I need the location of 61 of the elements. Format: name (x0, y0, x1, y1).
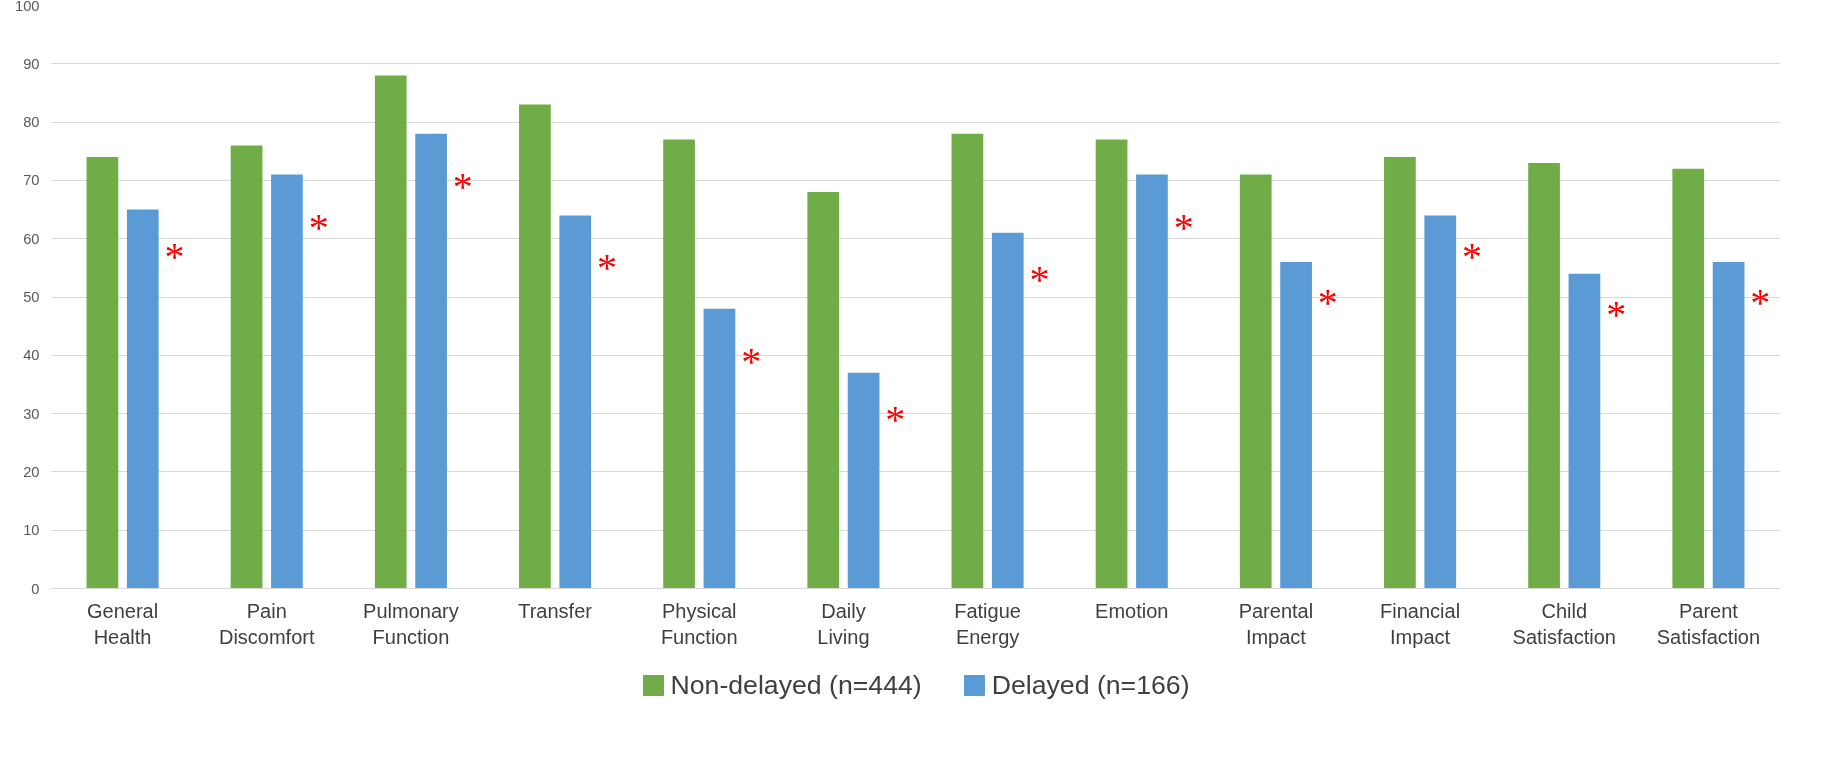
legend-label: Delayed (n=166) (991, 669, 1190, 701)
bar (559, 215, 592, 589)
bar (1424, 215, 1457, 589)
bar (1384, 157, 1416, 589)
annotation: * (1750, 280, 1771, 326)
bar (1568, 273, 1601, 589)
bar (1136, 174, 1168, 589)
bar (415, 133, 447, 589)
bar (86, 157, 119, 589)
x-tick-label: Parent Satisfaction (1656, 599, 1761, 648)
bar (126, 209, 159, 589)
bar (1239, 174, 1272, 589)
annotation: * (1317, 280, 1338, 326)
bar (230, 145, 263, 589)
bar (991, 232, 1024, 589)
x-tick-label: Pain Discomfort (218, 599, 315, 648)
y-tick-label: 10 (23, 522, 40, 539)
annotation: * (1029, 257, 1050, 303)
bar (1095, 139, 1128, 589)
bar (663, 139, 695, 589)
y-tick-label: 50 (23, 289, 40, 305)
x-tick-label: Financial Impact (1380, 599, 1461, 648)
bar (951, 133, 984, 589)
annotation: * (596, 245, 617, 291)
y-tick-label: 60 (23, 230, 40, 247)
bar (807, 192, 840, 589)
bar (1280, 262, 1312, 589)
y-tick-label: 20 (23, 463, 40, 480)
bar (519, 104, 551, 589)
bar (271, 174, 303, 589)
annotation: * (308, 204, 329, 250)
annotation: * (1173, 204, 1194, 250)
y-tick-label: 30 (23, 405, 40, 422)
x-tick-label: Physical Function (660, 599, 738, 648)
bar (1712, 262, 1745, 589)
annotation: * (452, 163, 473, 209)
y-tick-label: 40 (23, 347, 40, 364)
y-tick-label: 90 (23, 55, 40, 72)
x-tick-label: Daily Living (817, 599, 870, 648)
x-tick-label: Parental Impact (1238, 599, 1314, 648)
bar (1672, 168, 1705, 589)
x-tick-label: Fatigue Energy (954, 599, 1021, 648)
y-tick-label: 0 (31, 580, 40, 597)
bar (703, 308, 736, 589)
legend-label: Non-delayed (n=444) (670, 669, 922, 701)
x-tick-label: Transfer (518, 599, 593, 622)
x-tick-label: Child Satisfaction (1512, 599, 1616, 648)
y-tick-label: 70 (23, 172, 40, 189)
x-tick-label: Emotion (1095, 599, 1169, 622)
annotation: * (885, 396, 906, 442)
bar (847, 372, 880, 589)
y-tick-label: 80 (23, 114, 40, 131)
x-tick-label: Pulmonary Function (363, 599, 459, 648)
bar (374, 75, 407, 589)
annotation: * (1461, 233, 1482, 279)
bar (1528, 162, 1560, 589)
y-tick-label: 100 (15, 0, 40, 14)
x-tick-label: General Health (87, 599, 159, 648)
annotation: * (1606, 291, 1627, 337)
annotation: * (164, 233, 185, 279)
annotation: * (741, 338, 762, 384)
